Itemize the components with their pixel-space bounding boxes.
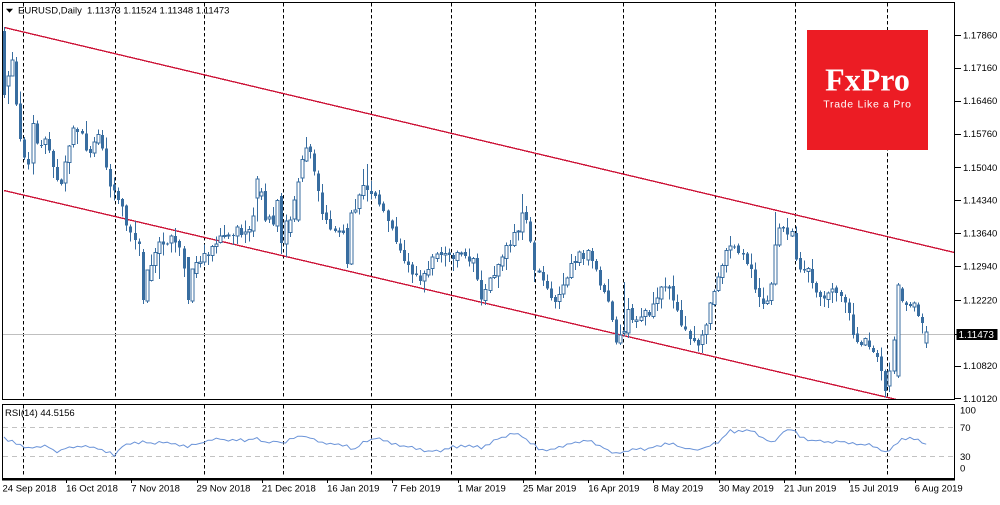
svg-text:1.11473: 1.11473 — [959, 330, 995, 341]
svg-text:29 Nov 2018: 29 Nov 2018 — [197, 484, 251, 495]
svg-text:1 Mar 2019: 1 Mar 2019 — [458, 484, 506, 495]
svg-text:1.14340: 1.14340 — [963, 196, 997, 207]
svg-text:7 Nov 2018: 7 Nov 2018 — [131, 484, 180, 495]
svg-text:1.16460: 1.16460 — [963, 96, 997, 107]
svg-text:16 Oct 2018: 16 Oct 2018 — [66, 484, 118, 495]
svg-text:21 Jun 2019: 21 Jun 2019 — [784, 484, 836, 495]
svg-text:1.17160: 1.17160 — [963, 63, 997, 74]
svg-text:1.13640: 1.13640 — [963, 229, 997, 240]
svg-text:8 May 2019: 8 May 2019 — [654, 484, 704, 495]
svg-text:7 Feb 2019: 7 Feb 2019 — [392, 484, 440, 495]
svg-text:21 Dec 2018: 21 Dec 2018 — [262, 484, 316, 495]
svg-text:1.15760: 1.15760 — [963, 129, 997, 140]
svg-text:1.15040: 1.15040 — [963, 163, 997, 174]
svg-text:16 Jan 2019: 16 Jan 2019 — [327, 484, 379, 495]
svg-text:RSI(14) 44.5156: RSI(14) 44.5156 — [5, 408, 75, 419]
svg-text:1.12940: 1.12940 — [963, 262, 997, 273]
svg-text:24 Sep 2018: 24 Sep 2018 — [3, 484, 57, 495]
svg-text:70: 70 — [960, 423, 971, 434]
svg-text:6 Aug 2019: 6 Aug 2019 — [915, 484, 963, 495]
svg-text:25 Mar 2019: 25 Mar 2019 — [523, 484, 576, 495]
svg-text:1.17860: 1.17860 — [963, 30, 997, 41]
svg-text:0: 0 — [960, 463, 965, 474]
svg-text:15 Jul 2019: 15 Jul 2019 — [849, 484, 898, 495]
svg-text:100: 100 — [960, 405, 976, 416]
svg-text:30: 30 — [960, 452, 971, 463]
svg-text:1.10820: 1.10820 — [963, 361, 997, 372]
svg-text:Trade Like a Pro: Trade Like a Pro — [823, 99, 911, 111]
svg-text:1.10120: 1.10120 — [963, 394, 997, 405]
svg-text:1.12220: 1.12220 — [963, 295, 997, 306]
svg-text:FxPro: FxPro — [825, 62, 910, 98]
svg-text:EURUSD,Daily: EURUSD,Daily — [18, 5, 82, 16]
svg-text:16 Apr 2019: 16 Apr 2019 — [588, 484, 639, 495]
svg-text:30 May 2019: 30 May 2019 — [719, 484, 774, 495]
svg-text:1.11373 1.11524 1.11348 1.1147: 1.11373 1.11524 1.11348 1.11473 — [87, 5, 229, 16]
